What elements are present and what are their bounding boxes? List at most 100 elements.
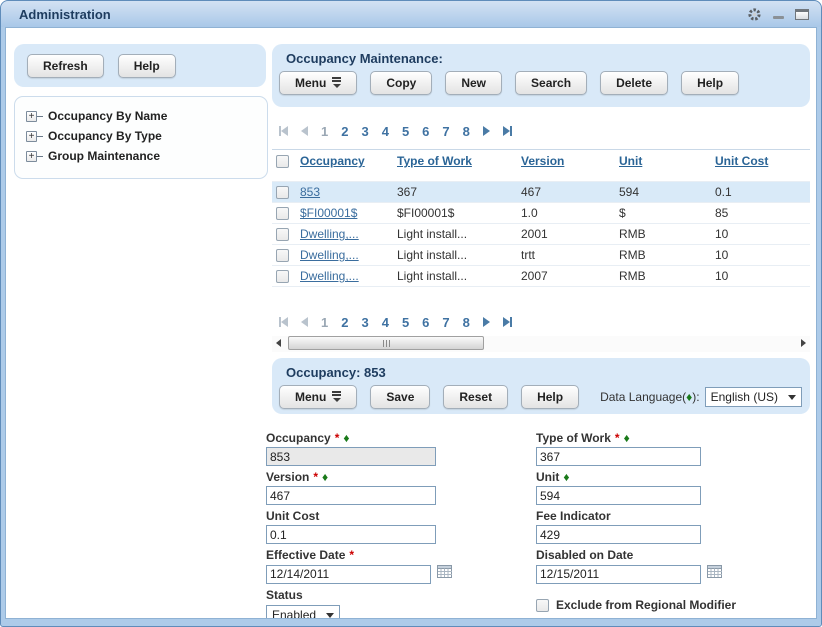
unit-cost-input[interactable]	[266, 525, 436, 544]
occupancy-link[interactable]: Dwelling,...	[300, 248, 359, 262]
page-number-link[interactable]: 8	[463, 124, 470, 139]
page-number-current[interactable]: 1	[321, 124, 328, 139]
type-of-work-input[interactable]	[536, 447, 701, 466]
cell-unit: RMB	[615, 245, 711, 266]
status-select[interactable]: Enabled	[266, 605, 340, 619]
scroll-right-icon[interactable]	[801, 339, 806, 347]
page-number-link[interactable]: 7	[442, 124, 449, 139]
expand-plus-icon[interactable]: +	[26, 151, 37, 162]
cell-unit-cost: 10	[711, 245, 810, 266]
last-page-icon[interactable]	[503, 126, 512, 136]
sort-unit-link[interactable]: Unit	[619, 154, 642, 168]
cell-type-of-work: 367	[393, 182, 517, 203]
version-label: Version	[266, 470, 309, 484]
occupancy-link[interactable]: Dwelling,...	[300, 227, 359, 241]
cell-version: trtt	[517, 245, 615, 266]
data-language-select[interactable]: English (US)	[705, 387, 802, 407]
unit-label: Unit	[536, 470, 559, 484]
page-number-link[interactable]: 6	[422, 315, 429, 330]
table-row[interactable]: Dwelling,... Light install... 2007 RMB 1…	[272, 266, 810, 287]
cell-unit: 594	[615, 182, 711, 203]
exclude-regional-checkbox[interactable]	[536, 599, 549, 612]
page-number-link[interactable]: 6	[422, 124, 429, 139]
minimize-button[interactable]	[773, 10, 784, 19]
first-page-icon[interactable]	[279, 317, 288, 327]
menu-dropdown-icon	[332, 391, 341, 403]
gear-icon[interactable]	[747, 7, 762, 22]
sort-unit-cost-link[interactable]: Unit Cost	[715, 154, 768, 168]
page-number-link[interactable]: 3	[361, 315, 368, 330]
list-help-button[interactable]: Help	[681, 71, 739, 95]
diamond-icon: ♦	[322, 470, 328, 484]
calendar-icon[interactable]	[437, 564, 453, 584]
expand-plus-icon[interactable]: +	[26, 131, 37, 142]
occupancy-link[interactable]: Dwelling,...	[300, 269, 359, 283]
save-button[interactable]: Save	[370, 385, 430, 409]
table-row[interactable]: 853 367 467 594 0.1	[272, 182, 810, 203]
table-row[interactable]: Dwelling,... Light install... trtt RMB 1…	[272, 245, 810, 266]
search-button[interactable]: Search	[515, 71, 587, 95]
previous-page-icon[interactable]	[301, 126, 308, 136]
tree-item-group-maintenance[interactable]: + Group Maintenance	[26, 146, 267, 166]
cell-unit-cost: 0.1	[711, 182, 810, 203]
tree-item-occupancy-by-name[interactable]: + Occupancy By Name	[26, 106, 267, 126]
page-number-link[interactable]: 2	[341, 124, 348, 139]
fee-indicator-label: Fee Indicator	[536, 509, 611, 523]
page-number-link[interactable]: 3	[361, 124, 368, 139]
occupancy-link[interactable]: $FI00001$	[300, 206, 357, 220]
scrollbar-thumb[interactable]	[288, 336, 484, 350]
diamond-icon: ♦	[563, 470, 569, 484]
delete-button[interactable]: Delete	[600, 71, 668, 95]
row-checkbox[interactable]	[276, 270, 289, 283]
menu-dropdown-icon	[332, 77, 341, 89]
sort-version-link[interactable]: Version	[521, 154, 564, 168]
next-page-icon[interactable]	[483, 126, 490, 136]
occupancy-input[interactable]	[266, 447, 436, 466]
page-number-link[interactable]: 8	[463, 315, 470, 330]
sort-type-of-work-link[interactable]: Type of Work	[397, 154, 472, 168]
calendar-icon[interactable]	[707, 564, 723, 584]
table-row[interactable]: $FI00001$ $FI00001$ 1.0 $ 85	[272, 203, 810, 224]
reset-button[interactable]: Reset	[443, 385, 508, 409]
cell-unit: $	[615, 203, 711, 224]
fee-indicator-input[interactable]	[536, 525, 701, 544]
page-number-link[interactable]: 5	[402, 315, 409, 330]
sidebar-help-button[interactable]: Help	[118, 54, 176, 78]
list-menu-button[interactable]: Menu	[279, 71, 357, 95]
disabled-on-date-input[interactable]	[536, 565, 701, 584]
select-all-checkbox[interactable]	[276, 155, 289, 168]
cell-unit-cost: 10	[711, 224, 810, 245]
maximize-button[interactable]	[795, 9, 809, 20]
detail-menu-button[interactable]: Menu	[279, 385, 357, 409]
last-page-icon[interactable]	[503, 317, 512, 327]
cell-version: 2001	[517, 224, 615, 245]
row-checkbox[interactable]	[276, 207, 289, 220]
occupancy-link[interactable]: 853	[300, 185, 320, 199]
row-checkbox[interactable]	[276, 249, 289, 262]
scroll-left-icon[interactable]	[276, 339, 281, 347]
page-number-link[interactable]: 4	[382, 124, 389, 139]
page-number-link[interactable]: 2	[341, 315, 348, 330]
next-page-icon[interactable]	[483, 317, 490, 327]
list-panel-title: Occupancy Maintenance:	[286, 51, 810, 66]
horizontal-scrollbar[interactable]	[272, 336, 810, 352]
refresh-button[interactable]: Refresh	[27, 54, 104, 78]
detail-help-button[interactable]: Help	[521, 385, 579, 409]
new-button[interactable]: New	[445, 71, 502, 95]
version-input[interactable]	[266, 486, 436, 505]
tree-item-occupancy-by-type[interactable]: + Occupancy By Type	[26, 126, 267, 146]
previous-page-icon[interactable]	[301, 317, 308, 327]
table-row[interactable]: Dwelling,... Light install... 2001 RMB 1…	[272, 224, 810, 245]
page-number-link[interactable]: 7	[442, 315, 449, 330]
sort-occupancy-link[interactable]: Occupancy	[300, 154, 365, 168]
page-number-current[interactable]: 1	[321, 315, 328, 330]
copy-button[interactable]: Copy	[370, 71, 432, 95]
unit-input[interactable]	[536, 486, 701, 505]
expand-plus-icon[interactable]: +	[26, 111, 37, 122]
page-number-link[interactable]: 5	[402, 124, 409, 139]
effective-date-input[interactable]	[266, 565, 431, 584]
row-checkbox[interactable]	[276, 186, 289, 199]
first-page-icon[interactable]	[279, 126, 288, 136]
row-checkbox[interactable]	[276, 228, 289, 241]
page-number-link[interactable]: 4	[382, 315, 389, 330]
